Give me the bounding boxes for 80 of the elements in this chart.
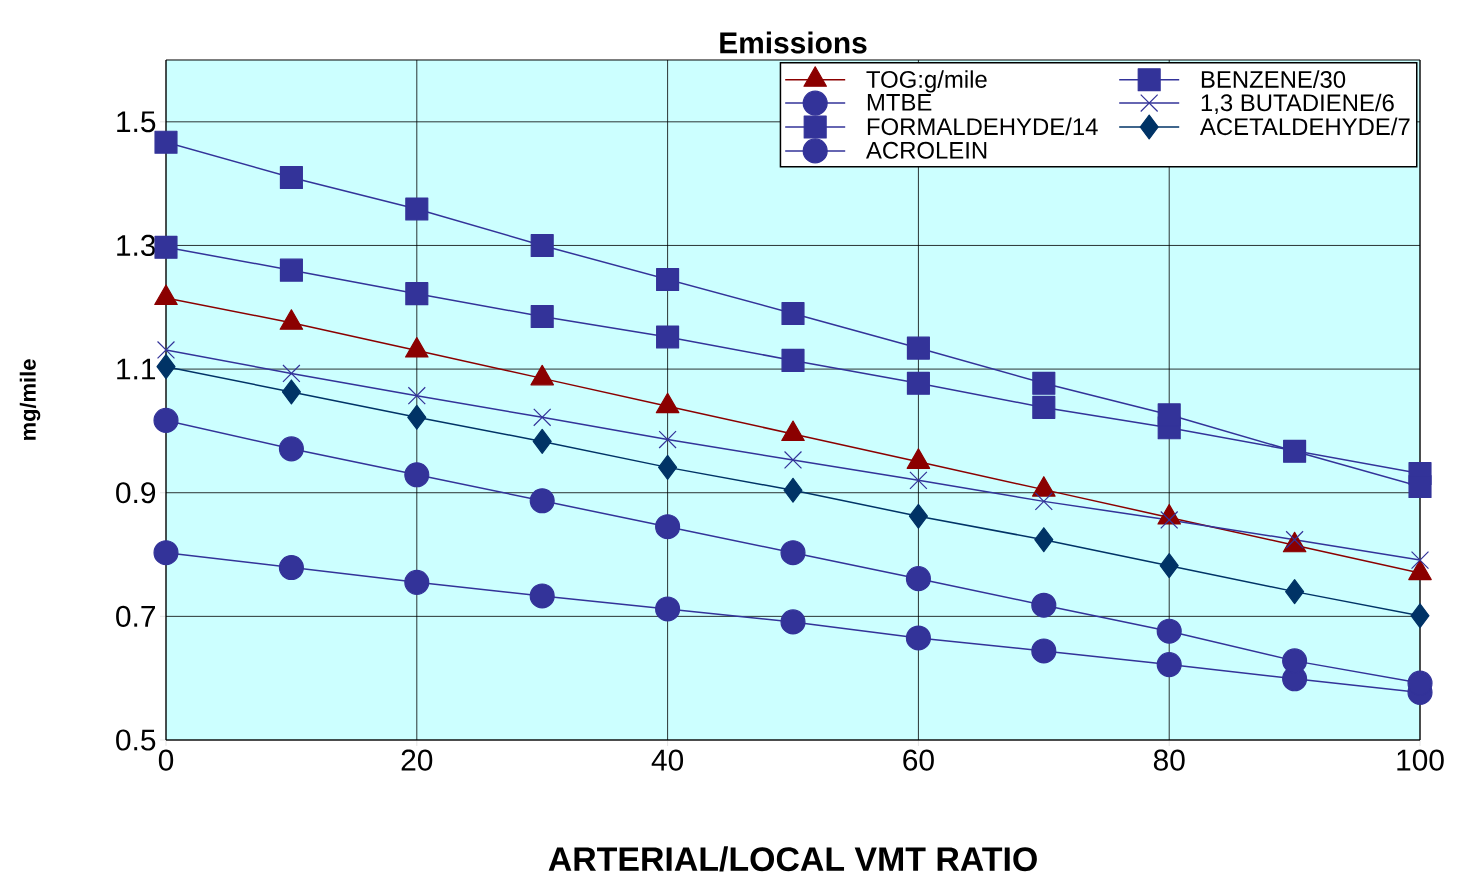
point — [156, 340, 176, 359]
point — [781, 348, 805, 372]
legend-label: BENZENE/30 — [1201, 70, 1346, 88]
point — [1285, 579, 1305, 605]
point — [279, 258, 303, 282]
point — [404, 462, 430, 488]
point — [656, 325, 680, 349]
point — [656, 267, 680, 292]
point — [533, 408, 552, 427]
point — [154, 130, 178, 154]
point — [1031, 638, 1057, 664]
point — [1031, 592, 1057, 618]
point — [780, 609, 806, 635]
point — [278, 436, 304, 462]
point — [655, 514, 681, 540]
point — [906, 371, 930, 395]
legend-label: 1,3 BUTADIENE/6 — [1201, 93, 1394, 115]
point — [906, 336, 930, 360]
point — [153, 407, 179, 433]
chart-title: Emissions — [720, 31, 867, 54]
y-axis-title: mg/mile — [19, 359, 41, 440]
point — [1156, 618, 1182, 644]
y-tick-label: 0.7 — [116, 605, 155, 627]
x-tick-label: 40 — [651, 749, 684, 771]
point — [1160, 510, 1179, 529]
point — [529, 488, 555, 514]
point — [529, 583, 555, 609]
point — [281, 379, 301, 405]
point — [1283, 439, 1307, 463]
point — [1410, 551, 1430, 570]
point — [279, 165, 303, 190]
y-tick-label: 1.1 — [117, 358, 156, 380]
x-tick-label: 60 — [903, 749, 934, 771]
point — [783, 477, 803, 503]
point — [405, 197, 429, 221]
y-tick-label: 1.5 — [117, 111, 156, 133]
point — [905, 625, 931, 651]
point — [1032, 371, 1056, 395]
legend-label: ACETALDEHYDE/7 — [1199, 117, 1410, 136]
point — [658, 454, 678, 480]
point — [154, 235, 178, 259]
point — [1032, 395, 1056, 419]
x-tick-label: 100 — [1397, 749, 1444, 771]
legend-label: FORMALDEHYDE/14 — [867, 117, 1098, 136]
point — [1159, 553, 1179, 579]
legend-label: TOG:g/mile — [866, 70, 987, 93]
y-tick-label: 1.3 — [117, 234, 156, 257]
point — [530, 304, 554, 329]
point — [404, 569, 430, 595]
point — [282, 364, 301, 383]
point — [1034, 492, 1053, 511]
point — [156, 354, 176, 380]
legend-label: ACROLEIN — [865, 141, 987, 159]
point — [658, 430, 677, 449]
y-tick-label: 0.9 — [116, 482, 156, 504]
point — [908, 503, 928, 529]
point — [405, 282, 429, 306]
point — [407, 404, 427, 430]
x-tick-label: 80 — [1153, 749, 1185, 771]
y-tick-label: 0.5 — [116, 729, 156, 751]
point — [905, 566, 931, 592]
point — [655, 596, 681, 622]
point — [278, 554, 304, 581]
x-tick-label: 20 — [401, 749, 433, 771]
point — [1156, 652, 1182, 678]
point — [1034, 527, 1054, 553]
point — [780, 540, 806, 566]
point — [530, 233, 554, 258]
point — [1410, 603, 1430, 629]
point — [153, 540, 179, 566]
x-axis-title: ARTERIAL/LOCAL VMT RATIO — [548, 846, 1037, 872]
x-tick-label: 0 — [158, 749, 174, 771]
legend-label: MTBE — [867, 94, 932, 111]
point — [1408, 474, 1432, 499]
point — [783, 450, 803, 470]
point — [532, 428, 552, 454]
point — [1157, 403, 1181, 427]
point — [909, 471, 928, 490]
point — [407, 386, 426, 405]
point — [781, 301, 805, 326]
